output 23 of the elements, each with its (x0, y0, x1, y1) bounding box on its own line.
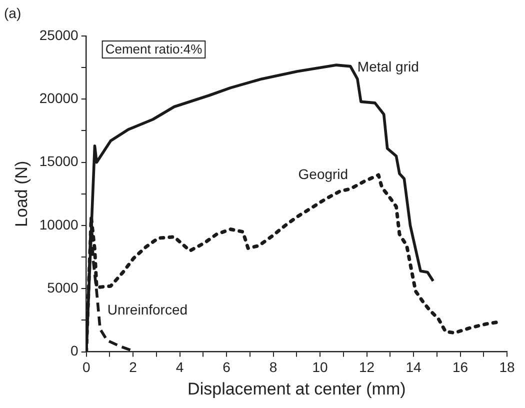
series-label: Metal grid (357, 58, 419, 74)
y-tick-label: 5000 (47, 280, 79, 296)
y-tick-label: 0 (70, 342, 79, 359)
x-tick-label: 4 (176, 359, 184, 376)
annotation: Cement ratio:4% (105, 42, 203, 57)
x-axis-title: Displacement at center (mm) (188, 379, 406, 398)
x-tick-label: 2 (129, 359, 138, 376)
x-tick-label: 10 (312, 359, 328, 376)
x-tick-label: 12 (358, 359, 375, 376)
text: (a) (4, 4, 22, 21)
x-tick-label: 18 (499, 359, 515, 376)
y-tick-label: 20000 (39, 90, 79, 106)
y-tick-label: 25000 (39, 26, 79, 43)
x-tick-label: 14 (406, 359, 422, 376)
x-tick-label: 6 (222, 359, 231, 376)
y-tick-label: 10000 (39, 216, 79, 232)
y-axis-title: Load (N) (12, 160, 31, 227)
series-label: Unreinforced (107, 302, 188, 318)
x-tick-label: 8 (269, 359, 278, 376)
x-tick-label: 16 (452, 359, 468, 376)
series-label: Geogrid (298, 166, 348, 182)
y-tick-label: 15000 (39, 153, 79, 170)
x-tick-label: 0 (82, 359, 90, 376)
